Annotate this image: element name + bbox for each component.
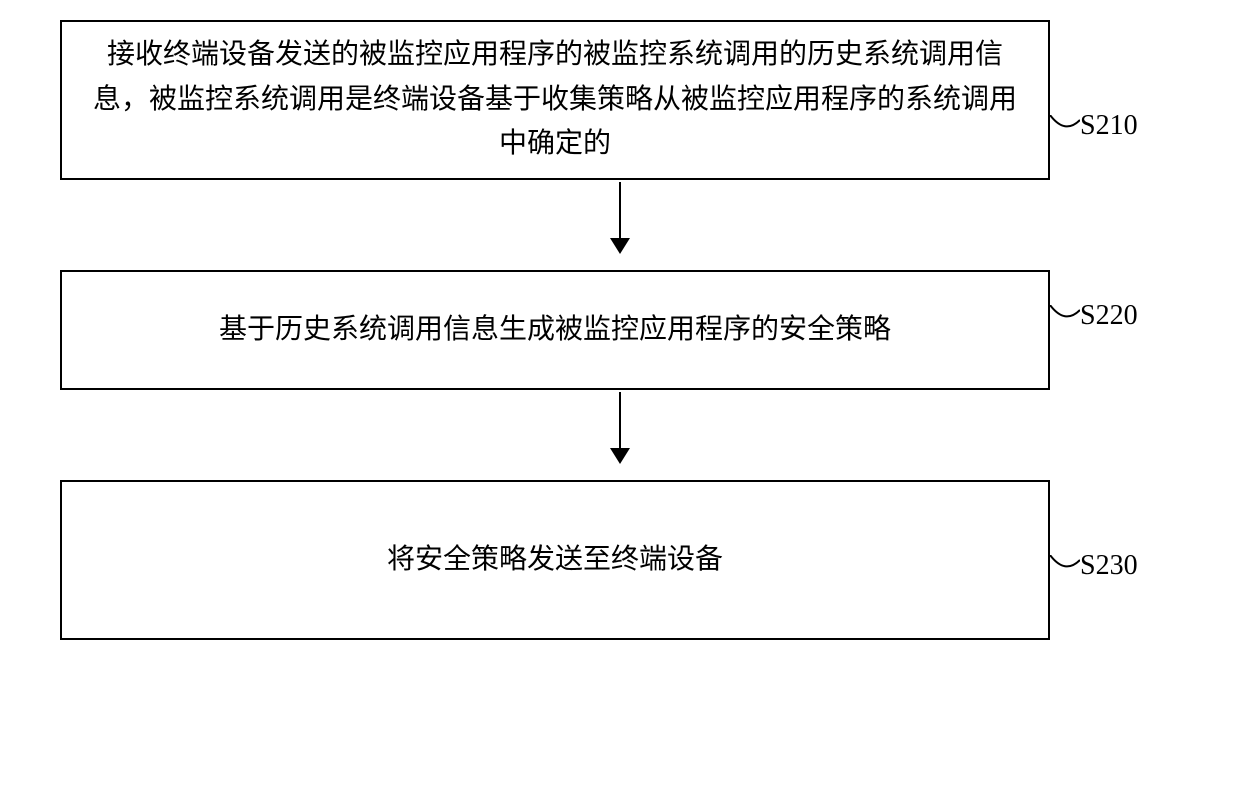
arrow-1-to-2 xyxy=(619,182,621,252)
flowchart-step-1: 接收终端设备发送的被监控应用程序的被监控系统调用的历史系统调用信息，被监控系统调… xyxy=(60,20,1050,180)
arrow-2-to-3 xyxy=(619,392,621,462)
flowchart-step-2: 基于历史系统调用信息生成被监控应用程序的安全策略 xyxy=(60,270,1050,390)
step-3-text: 将安全策略发送至终端设备 xyxy=(387,538,723,583)
flowchart-container: 接收终端设备发送的被监控应用程序的被监控系统调用的历史系统调用信息，被监控系统调… xyxy=(60,20,1180,640)
connector-curve-2 xyxy=(1050,305,1080,335)
step-label-3: S230 xyxy=(1080,550,1138,582)
step-label-1: S210 xyxy=(1080,110,1138,142)
step-1-text: 接收终端设备发送的被监控应用程序的被监控系统调用的历史系统调用信息，被监控系统调… xyxy=(92,33,1018,167)
connector-curve-3 xyxy=(1050,555,1080,585)
step-2-text: 基于历史系统调用信息生成被监控应用程序的安全策略 xyxy=(219,308,891,353)
step-label-2: S220 xyxy=(1080,300,1138,332)
flowchart-step-3: 将安全策略发送至终端设备 xyxy=(60,480,1050,640)
connector-curve-1 xyxy=(1050,115,1080,145)
